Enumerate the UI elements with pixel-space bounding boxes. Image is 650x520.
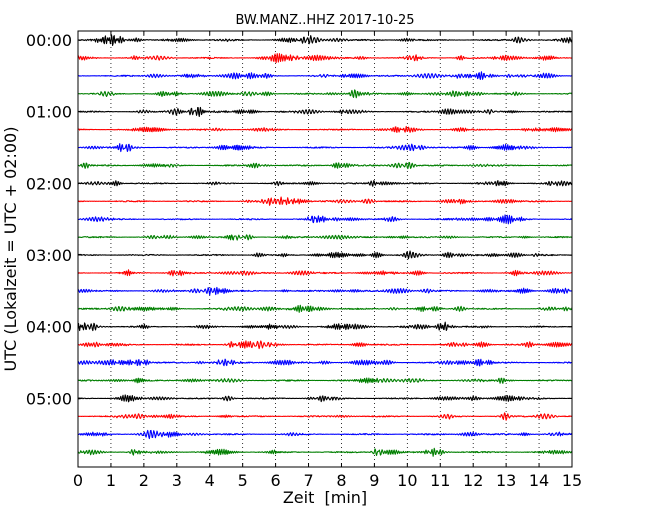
x-axis-label: Zeit [min] xyxy=(283,488,367,507)
x-tick-label: 11 xyxy=(430,471,450,490)
x-tick-label: 10 xyxy=(397,471,417,490)
y-tick-label: 02:00 xyxy=(26,174,72,193)
trace-0115 xyxy=(77,125,573,133)
trace-0000 xyxy=(77,34,573,46)
trace-0245 xyxy=(77,234,573,241)
x-tick-label: 1 xyxy=(106,471,116,490)
x-tick-label: 14 xyxy=(529,471,549,490)
chart-title: BW.MANZ..HHZ 2017-10-25 xyxy=(235,13,414,28)
y-axis-label: UTC (Lokalzeit = UTC + 02:00) xyxy=(1,127,20,372)
trace-0030 xyxy=(77,71,573,81)
trace-layer xyxy=(77,34,573,457)
trace-0445 xyxy=(77,377,573,384)
trace-0415 xyxy=(77,340,573,350)
plot-frame xyxy=(77,30,573,468)
x-tick-label: 12 xyxy=(463,471,483,490)
x-tick-label: 13 xyxy=(496,471,516,490)
x-tick-label: 15 xyxy=(562,471,582,490)
trace-0045 xyxy=(77,89,573,99)
x-tick-label: 5 xyxy=(238,471,248,490)
x-tick-label: 7 xyxy=(303,471,313,490)
trace-0330 xyxy=(77,286,573,296)
x-tick-label: 3 xyxy=(172,471,182,490)
trace-0145 xyxy=(77,161,573,170)
y-tick-label: 03:00 xyxy=(26,246,72,265)
trace-0515 xyxy=(77,412,573,421)
x-tick-label: 9 xyxy=(369,471,379,490)
trace-0315 xyxy=(77,269,573,277)
trace-0100 xyxy=(77,106,573,117)
trace-0015 xyxy=(77,53,573,64)
trace-0530 xyxy=(77,429,573,440)
x-tick-label: 0 xyxy=(73,471,83,490)
trace-0545 xyxy=(77,447,573,457)
trace-0230 xyxy=(77,214,573,225)
trace-0345 xyxy=(77,304,573,313)
x-tick-label: 4 xyxy=(205,471,215,490)
trace-0215 xyxy=(77,196,573,206)
trace-0400 xyxy=(77,321,573,332)
x-tick-label: 8 xyxy=(336,471,346,490)
trace-0200 xyxy=(77,180,573,187)
y-tick-label: 01:00 xyxy=(26,103,72,122)
trace-0500 xyxy=(77,394,573,403)
trace-0300 xyxy=(77,250,573,260)
x-tick-label: 2 xyxy=(139,471,149,490)
trace-0130 xyxy=(77,143,573,153)
x-tick-label: 6 xyxy=(271,471,281,490)
y-tick-label: 04:00 xyxy=(26,318,72,337)
grid-lines xyxy=(110,31,540,467)
y-tick-label: 00:00 xyxy=(26,31,72,50)
y-tick-label: 05:00 xyxy=(26,389,72,408)
x-axis: 0 1 2 3 4 5 6 7 8 9 10 11 12 13 14 15 xyxy=(73,31,582,490)
trace-0430 xyxy=(77,358,573,367)
y-axis: 00:00 01:00 02:00 03:00 04:00 05:00 xyxy=(26,31,572,408)
